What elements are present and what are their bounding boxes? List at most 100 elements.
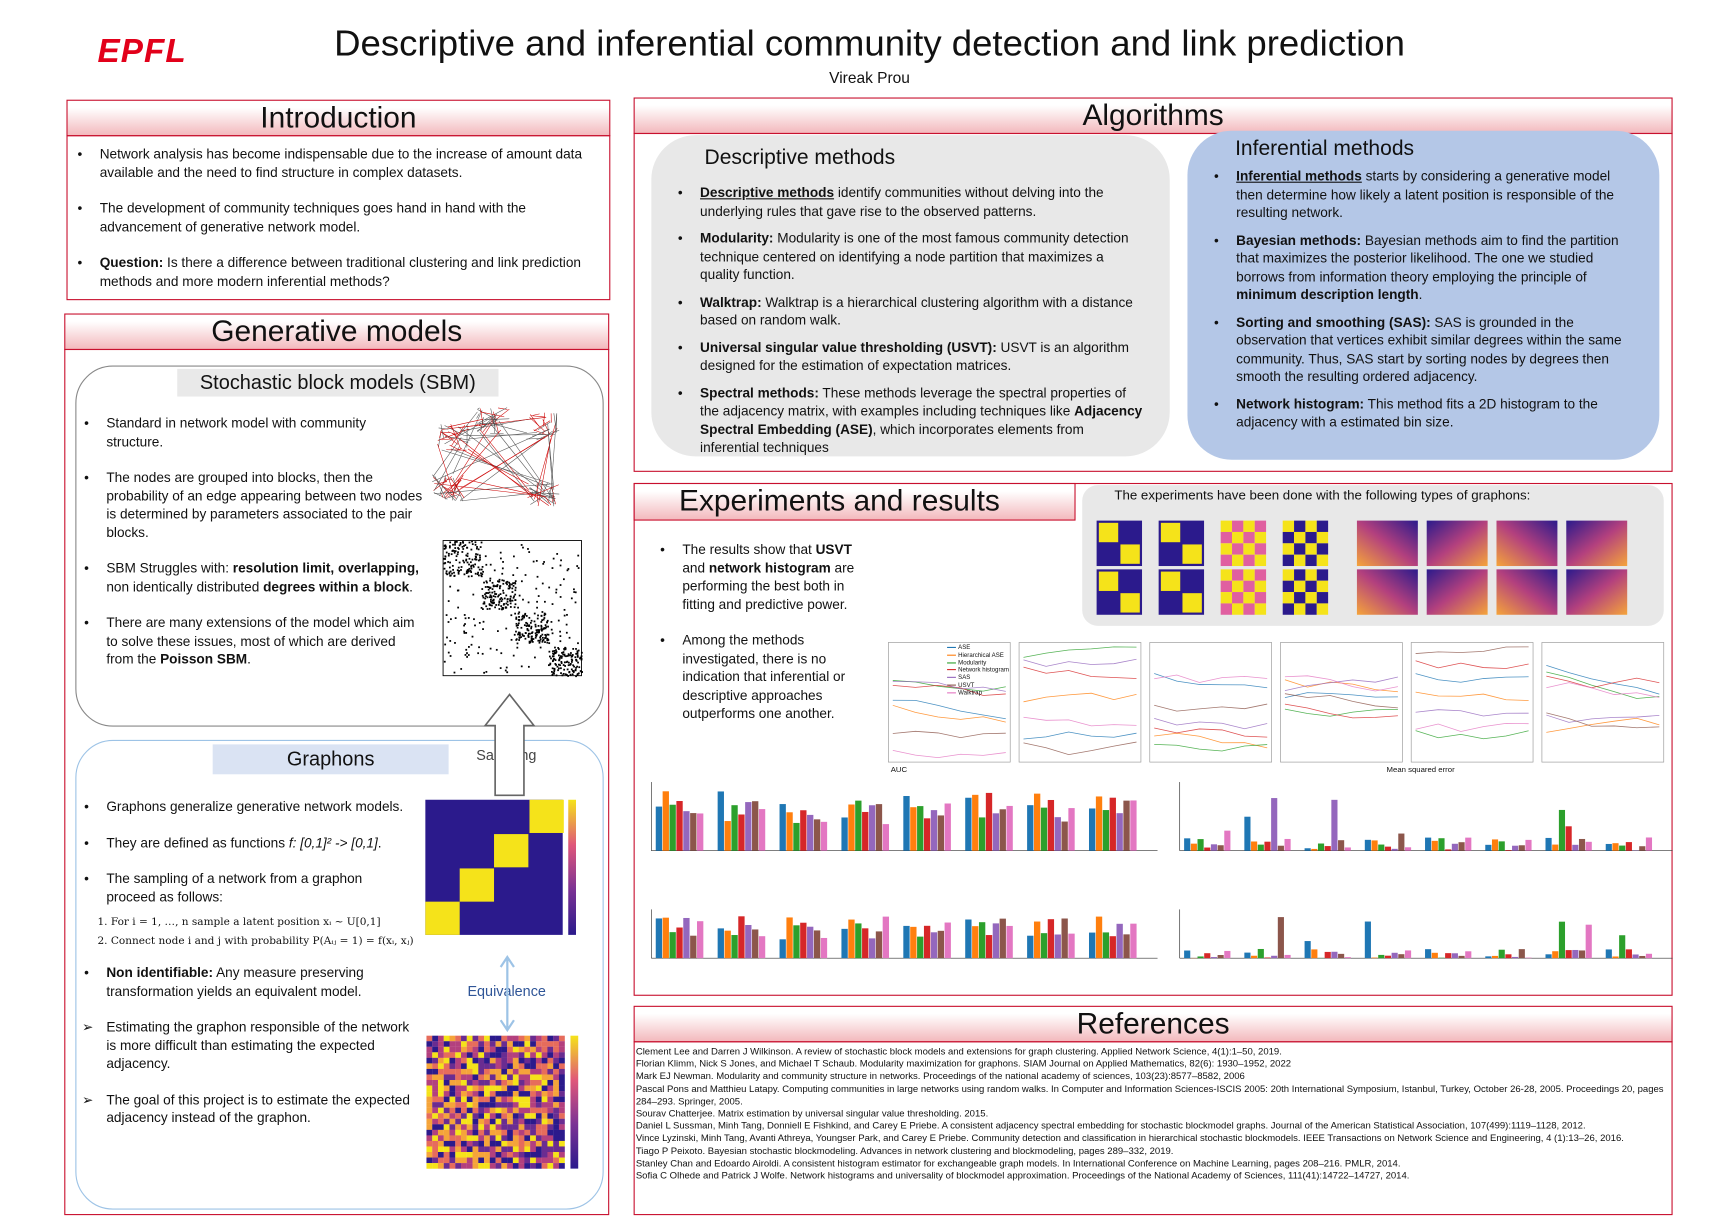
graphon-note: The experiments have been done with the … <box>1114 487 1531 503</box>
adjacency-dot <box>551 567 554 569</box>
bar <box>999 809 1006 851</box>
line-plot-curve <box>892 749 1006 759</box>
adjacency-dot <box>518 616 520 618</box>
bar <box>1331 799 1338 851</box>
line-plot-curve <box>1415 730 1529 740</box>
bar <box>1061 918 1068 959</box>
heatmap-cell <box>461 1096 467 1103</box>
bar <box>1130 923 1137 959</box>
edge <box>441 493 444 498</box>
adjacency-dot <box>495 585 498 588</box>
subheading: Descriptive methods <box>704 146 896 170</box>
adjacency-dot <box>468 646 470 648</box>
edge <box>544 496 552 506</box>
heatmap-cell <box>553 1091 560 1097</box>
heatmap-cell <box>432 1079 439 1086</box>
bar <box>820 821 828 851</box>
heatmap-cell <box>524 1124 531 1130</box>
adjacency-dot <box>523 624 526 627</box>
adjacency-dot <box>547 639 550 641</box>
adjacency-dot <box>454 543 456 546</box>
reference: Clement Lee and Darren J Wilkinson. A re… <box>635 1045 1282 1057</box>
step: 1. For i = 1, …, n sample a latent posit… <box>97 916 381 929</box>
bar <box>1257 948 1264 959</box>
edge <box>434 483 545 497</box>
graphon-thumb-block <box>1160 571 1181 591</box>
adjacency-dot <box>460 668 463 670</box>
adjacency-dot <box>527 601 530 604</box>
heatmap-cell <box>466 1107 473 1114</box>
heatmap-cell <box>553 1140 560 1147</box>
heatmap-cell <box>541 1085 548 1092</box>
heatmap-cell <box>530 1146 537 1153</box>
heatmap-cell <box>426 1063 433 1070</box>
adjacency-dot <box>516 567 519 569</box>
adjacency-dot <box>494 593 496 595</box>
heatmap-cell <box>478 1163 485 1169</box>
adjacency-dot <box>553 658 556 661</box>
bar <box>1054 817 1061 851</box>
adjacency-dot <box>539 636 542 639</box>
bar <box>1184 950 1191 959</box>
adjacency-dot <box>463 561 466 564</box>
adjacency-dot <box>571 670 574 672</box>
heatmap-cell <box>478 1079 485 1086</box>
edge <box>478 407 508 423</box>
adjacency-dot <box>462 548 465 550</box>
graphon-thumb-cell <box>1220 554 1233 567</box>
colorbar <box>570 1035 579 1169</box>
bar <box>655 806 663 851</box>
heatmap-cell <box>530 1068 537 1075</box>
heatmap-cell <box>426 1085 433 1092</box>
adjacency-dot <box>559 655 562 658</box>
adjacency-dot <box>527 632 530 635</box>
adjacency-dot <box>523 616 525 619</box>
heatmap-cell <box>443 1124 450 1130</box>
bar <box>807 814 814 851</box>
heatmap-cell <box>535 1046 542 1053</box>
adjacency-dot <box>554 646 556 649</box>
adjacency-dot <box>457 566 460 569</box>
adjacency-dot <box>511 587 514 590</box>
bar <box>1277 917 1284 959</box>
adjacency-dot <box>557 619 560 622</box>
text-run: Descriptive methods <box>700 184 835 201</box>
bar <box>690 813 697 851</box>
text-run: Poisson SBM <box>160 651 248 667</box>
adjacency-dot <box>481 594 484 597</box>
adjacency-dot <box>448 552 450 555</box>
adjacency-dot <box>466 569 469 571</box>
heatmap-cell <box>461 1057 467 1064</box>
adjacency-dot <box>465 648 468 651</box>
adjacency-dot <box>576 656 579 658</box>
heatmap-cell <box>558 1068 565 1075</box>
adjacency-dot <box>453 671 456 674</box>
heatmap-cell <box>507 1135 513 1142</box>
adjacency-dot <box>489 647 492 650</box>
bar <box>1425 837 1432 851</box>
adjacency-dot <box>455 540 458 543</box>
adjacency-dot <box>484 586 487 588</box>
heatmap-cell <box>535 1079 542 1086</box>
heatmap-cell <box>432 1107 439 1114</box>
heatmap-cell <box>443 1163 450 1169</box>
graphon-thumb <box>1426 520 1488 567</box>
bar <box>1204 953 1211 959</box>
chart-title: Mean squared error <box>1386 766 1455 775</box>
heatmap-cell <box>432 1046 439 1053</box>
bar <box>1102 932 1110 959</box>
adjacency-dot <box>490 601 493 604</box>
heatmap-cell <box>553 1074 560 1081</box>
adjacency-dot <box>470 565 472 568</box>
bar <box>1632 954 1639 959</box>
adjacency-dot <box>484 593 486 596</box>
text-run: Sorting and smoothing (SAS): <box>1236 314 1431 330</box>
heatmap-cell <box>461 1113 467 1119</box>
line-plot-curve <box>1284 693 1398 709</box>
bar <box>965 919 972 959</box>
heatmap-cell <box>432 1057 439 1064</box>
graphon-thumb-cell <box>1294 603 1306 615</box>
adjacency-dot <box>508 581 511 584</box>
edge <box>447 418 484 428</box>
bar <box>1027 935 1034 959</box>
